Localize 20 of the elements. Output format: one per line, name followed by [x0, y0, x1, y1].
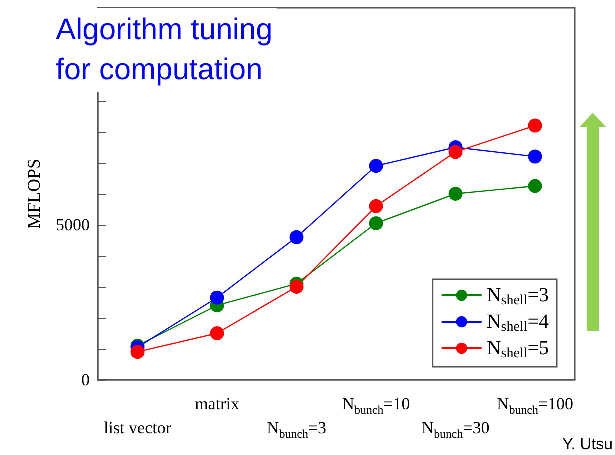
point — [130, 345, 145, 360]
point — [369, 216, 384, 230]
point — [369, 199, 384, 214]
point — [448, 187, 463, 201]
point — [210, 290, 224, 305]
y-axis-title: MFLOPS — [24, 158, 44, 230]
text: Algorithm tuning for computation — [56, 14, 273, 86]
point — [290, 230, 304, 244]
x-tick-label: list vector — [104, 418, 172, 438]
point — [528, 179, 542, 194]
point — [448, 145, 463, 160]
text: Y. Utsu — [562, 436, 614, 454]
point — [528, 150, 542, 164]
point — [290, 280, 304, 294]
x-tick-label: matrix — [195, 394, 240, 414]
y-tick-label: 0 — [82, 370, 90, 390]
point — [369, 159, 384, 174]
point — [528, 118, 542, 133]
point — [210, 326, 224, 340]
y-tick-label: 5000 — [56, 216, 90, 234]
